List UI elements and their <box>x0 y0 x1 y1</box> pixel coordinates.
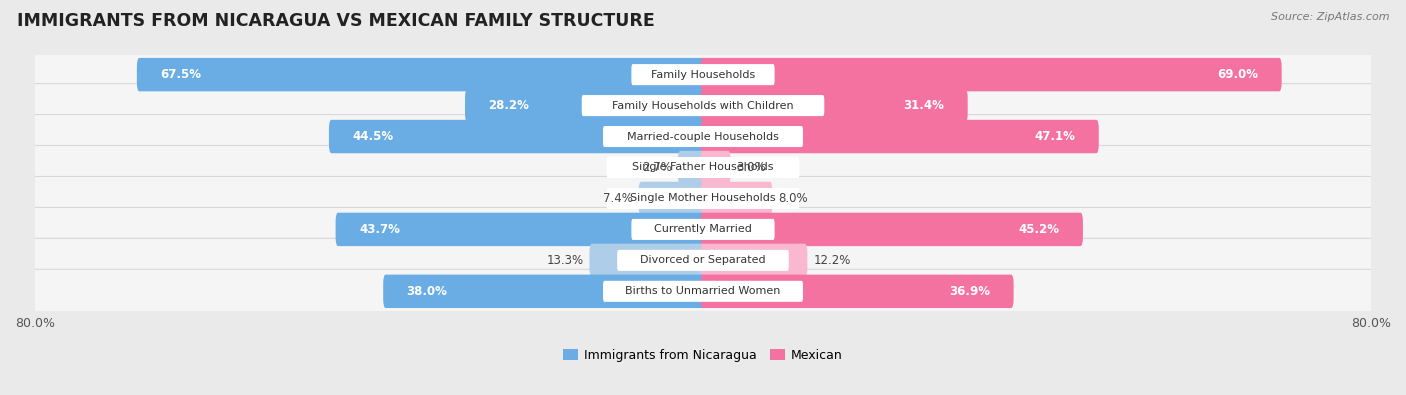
FancyBboxPatch shape <box>28 177 1378 220</box>
Text: 8.0%: 8.0% <box>778 192 808 205</box>
Text: 7.4%: 7.4% <box>603 192 633 205</box>
FancyBboxPatch shape <box>700 89 967 122</box>
Text: 36.9%: 36.9% <box>949 285 990 298</box>
FancyBboxPatch shape <box>589 244 706 277</box>
FancyBboxPatch shape <box>700 213 1083 246</box>
FancyBboxPatch shape <box>617 250 789 271</box>
Text: 2.7%: 2.7% <box>643 161 672 174</box>
Text: Family Households with Children: Family Households with Children <box>612 101 794 111</box>
FancyBboxPatch shape <box>631 64 775 85</box>
FancyBboxPatch shape <box>336 213 706 246</box>
FancyBboxPatch shape <box>700 120 1099 153</box>
FancyBboxPatch shape <box>329 120 706 153</box>
Text: 3.0%: 3.0% <box>737 161 766 174</box>
Text: Currently Married: Currently Married <box>654 224 752 234</box>
Text: 43.7%: 43.7% <box>359 223 399 236</box>
Text: 38.0%: 38.0% <box>406 285 447 298</box>
FancyBboxPatch shape <box>28 84 1378 128</box>
FancyBboxPatch shape <box>700 58 1282 91</box>
Text: 12.2%: 12.2% <box>813 254 851 267</box>
Text: Divorced or Separated: Divorced or Separated <box>640 255 766 265</box>
FancyBboxPatch shape <box>28 207 1378 251</box>
FancyBboxPatch shape <box>603 281 803 302</box>
Text: 13.3%: 13.3% <box>547 254 583 267</box>
FancyBboxPatch shape <box>28 53 1378 97</box>
FancyBboxPatch shape <box>700 244 807 277</box>
Text: 45.2%: 45.2% <box>1018 223 1060 236</box>
FancyBboxPatch shape <box>28 115 1378 158</box>
Text: Single Father Households: Single Father Households <box>633 162 773 173</box>
Text: 47.1%: 47.1% <box>1035 130 1076 143</box>
FancyBboxPatch shape <box>606 157 800 178</box>
Text: Family Households: Family Households <box>651 70 755 80</box>
FancyBboxPatch shape <box>700 275 1014 308</box>
Text: Married-couple Households: Married-couple Households <box>627 132 779 141</box>
FancyBboxPatch shape <box>631 219 775 240</box>
Text: 28.2%: 28.2% <box>488 99 529 112</box>
FancyBboxPatch shape <box>465 89 706 122</box>
FancyBboxPatch shape <box>582 95 824 116</box>
Text: Births to Unmarried Women: Births to Unmarried Women <box>626 286 780 296</box>
FancyBboxPatch shape <box>28 269 1378 313</box>
FancyBboxPatch shape <box>28 238 1378 282</box>
Text: Single Mother Households: Single Mother Households <box>630 194 776 203</box>
FancyBboxPatch shape <box>606 188 800 209</box>
Text: IMMIGRANTS FROM NICARAGUA VS MEXICAN FAMILY STRUCTURE: IMMIGRANTS FROM NICARAGUA VS MEXICAN FAM… <box>17 12 655 30</box>
FancyBboxPatch shape <box>136 58 706 91</box>
FancyBboxPatch shape <box>678 151 706 184</box>
Text: 44.5%: 44.5% <box>353 130 394 143</box>
FancyBboxPatch shape <box>28 145 1378 190</box>
Text: 67.5%: 67.5% <box>160 68 201 81</box>
Text: Source: ZipAtlas.com: Source: ZipAtlas.com <box>1271 12 1389 22</box>
FancyBboxPatch shape <box>700 151 731 184</box>
FancyBboxPatch shape <box>700 182 772 215</box>
Legend: Immigrants from Nicaragua, Mexican: Immigrants from Nicaragua, Mexican <box>564 349 842 362</box>
FancyBboxPatch shape <box>638 182 706 215</box>
FancyBboxPatch shape <box>603 126 803 147</box>
Text: 31.4%: 31.4% <box>904 99 945 112</box>
Text: 69.0%: 69.0% <box>1218 68 1258 81</box>
FancyBboxPatch shape <box>384 275 706 308</box>
